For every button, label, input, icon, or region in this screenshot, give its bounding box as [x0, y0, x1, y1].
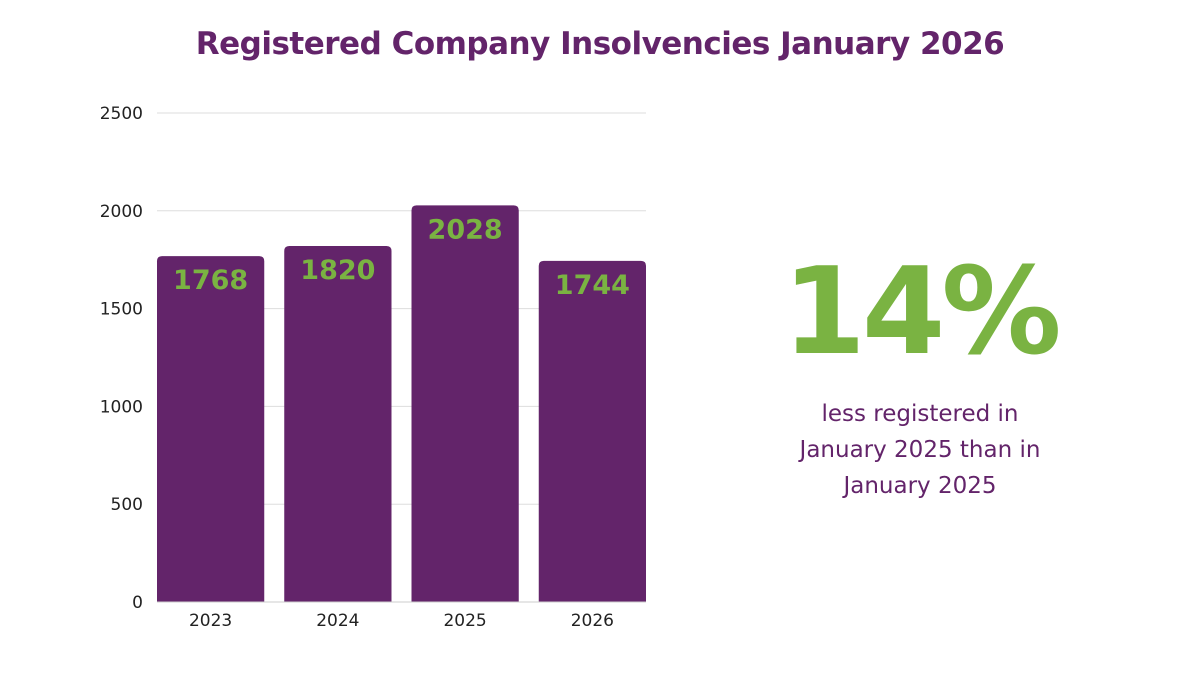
y-tick-label: 1500 — [100, 300, 143, 320]
caption-line: less registered in — [821, 401, 1019, 427]
bar — [157, 256, 265, 602]
percent-callout: 14% — [782, 243, 1061, 382]
caption-line: January 2025 — [843, 473, 997, 499]
bar — [284, 246, 392, 602]
caption-line: January 2025 than in — [799, 437, 1041, 463]
chart-title: Registered Company Insolvencies January … — [195, 26, 1005, 62]
x-tick-label: 2024 — [316, 611, 359, 631]
bar-chart: 0 500 1000 1500 2000 2500 1768 2023 1820 2024 2028… — [100, 104, 646, 631]
data-label: 1744 — [555, 270, 630, 301]
x-tick-label: 2023 — [189, 611, 232, 631]
y-tick-label: 1000 — [100, 397, 143, 417]
y-tick-label: 500 — [111, 495, 143, 515]
data-label: 1768 — [173, 265, 248, 296]
bar — [411, 205, 519, 603]
x-tick-label: 2025 — [443, 611, 486, 631]
y-tick-label: 2500 — [100, 104, 143, 124]
y-tick-label: 2000 — [100, 202, 143, 222]
data-label: 1820 — [300, 255, 375, 286]
x-tick-label: 2026 — [571, 611, 614, 631]
bar — [538, 260, 646, 602]
data-label: 2028 — [428, 214, 503, 245]
callout-caption: less registered in January 2025 than in … — [760, 396, 1080, 504]
y-tick-label: 0 — [132, 593, 143, 613]
